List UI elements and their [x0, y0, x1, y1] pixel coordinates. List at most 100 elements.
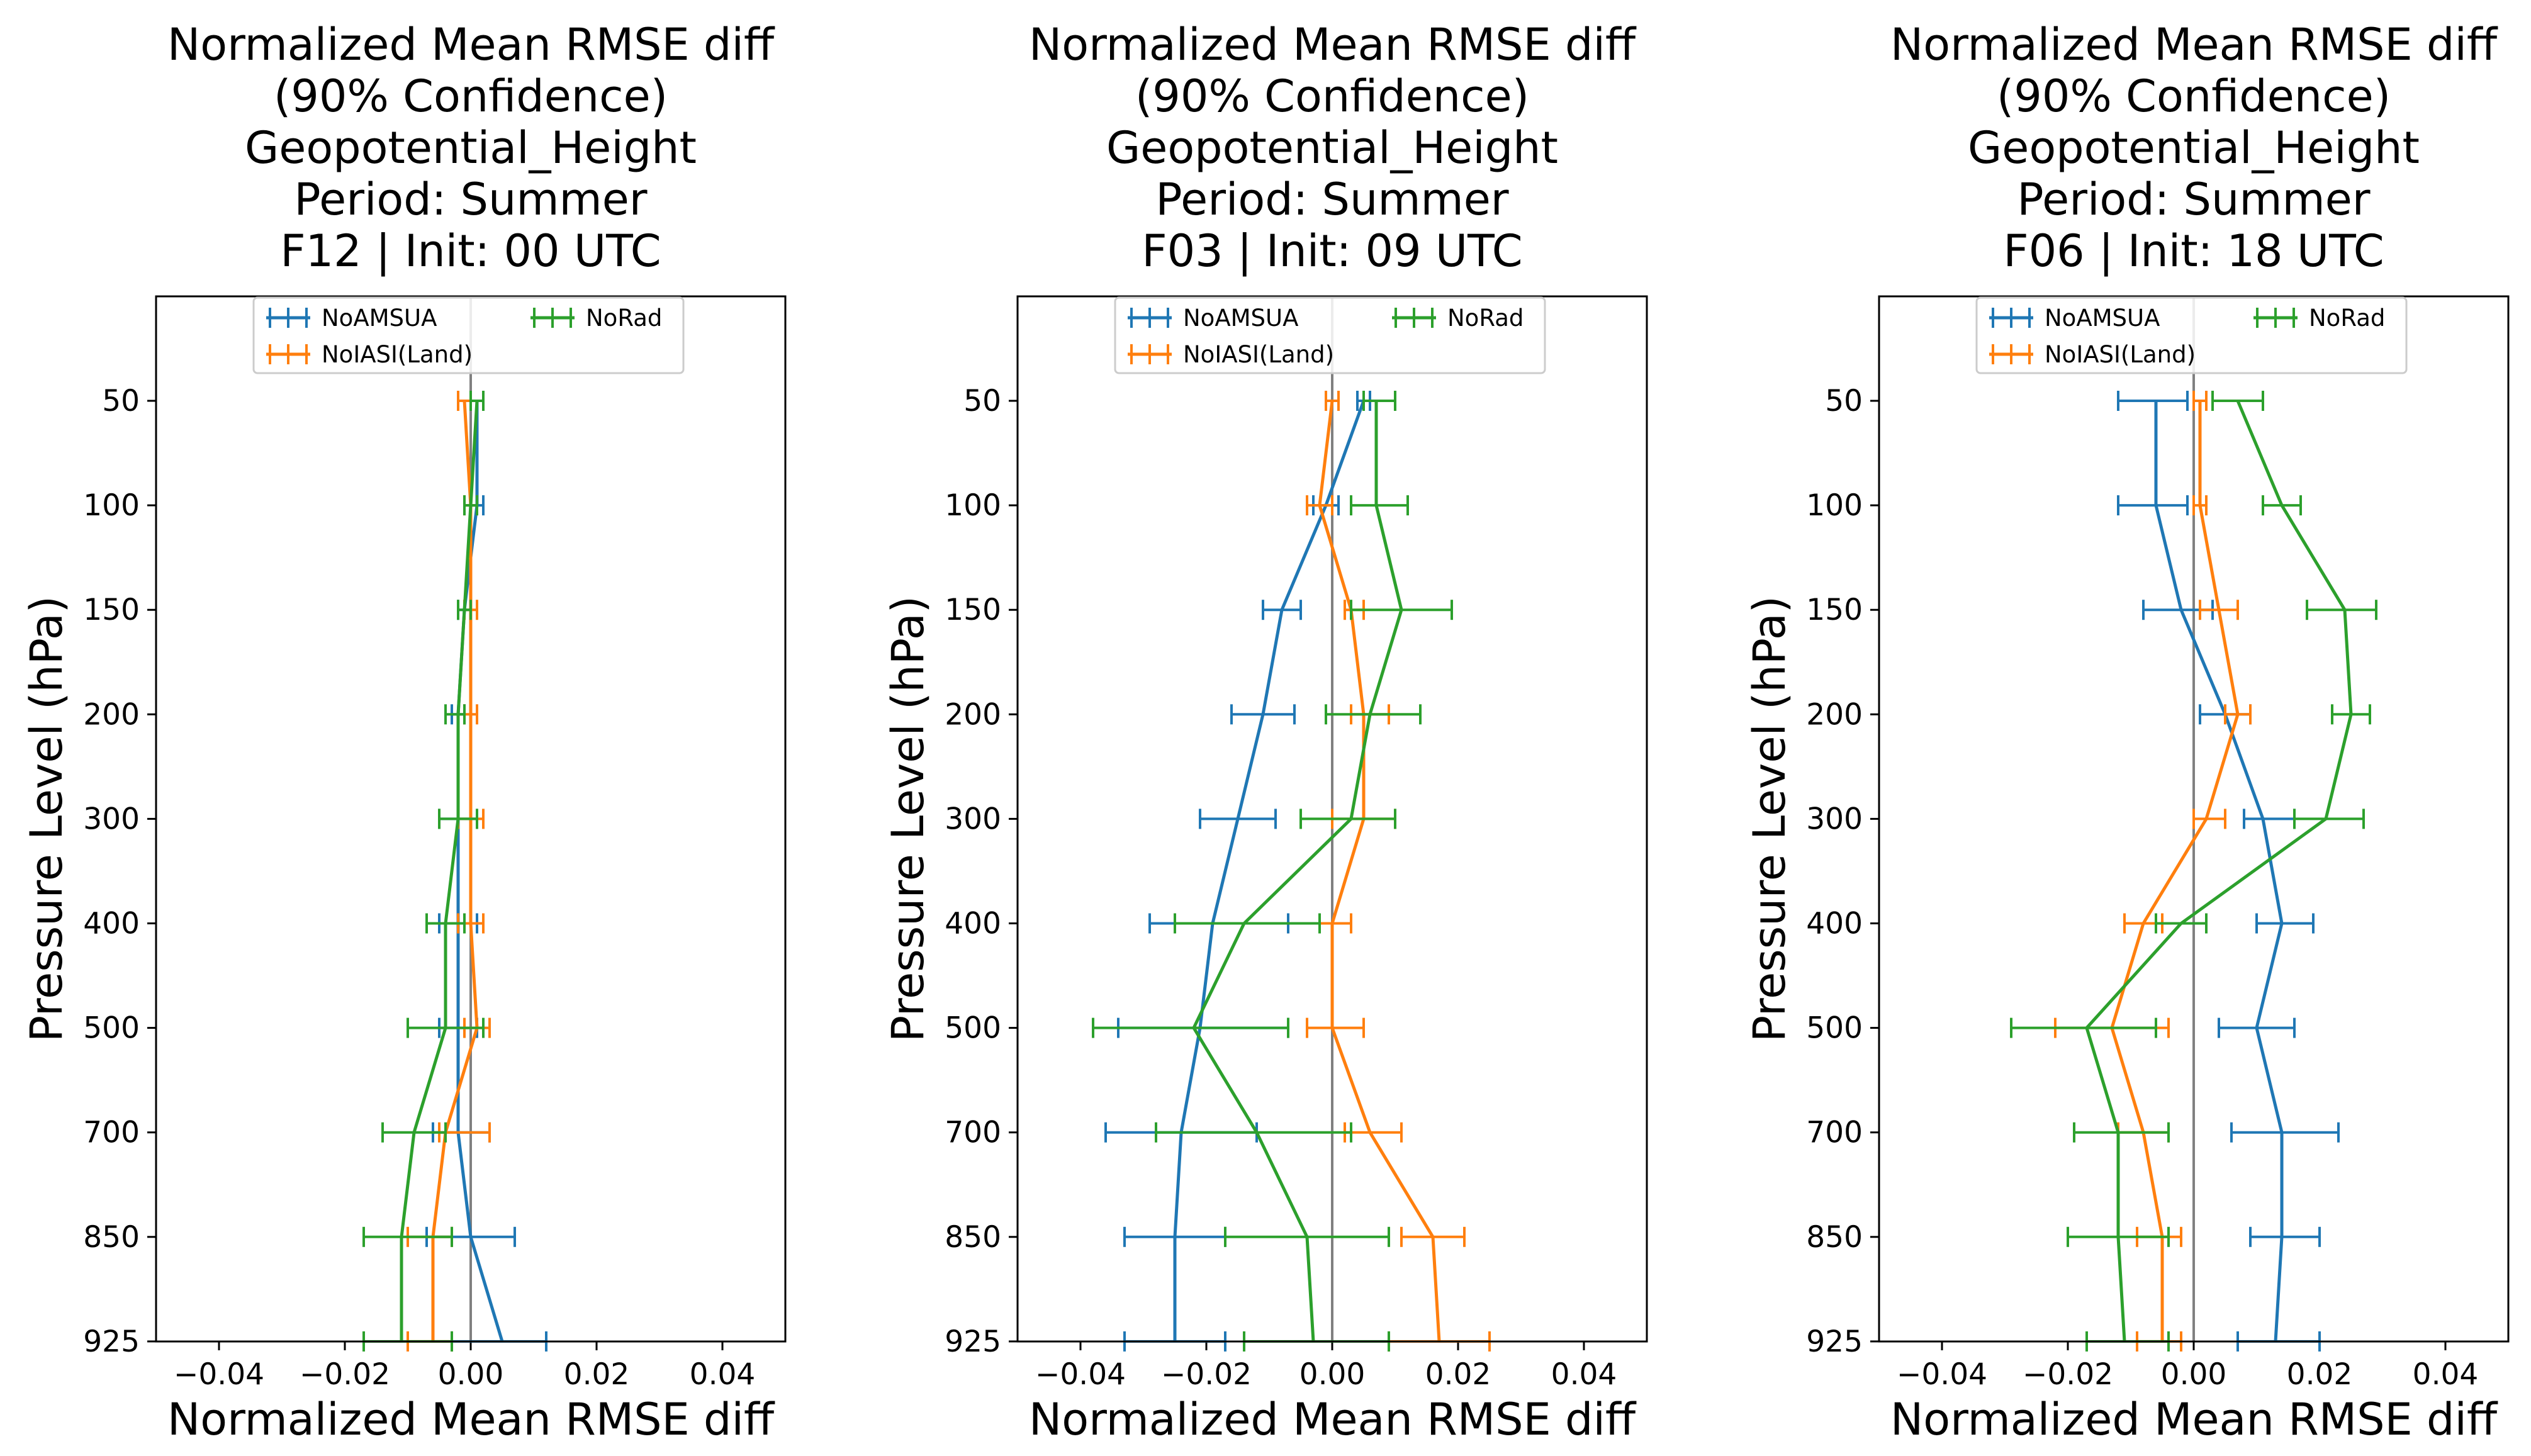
- y-tick-label: 500: [83, 1011, 140, 1046]
- error-bar: [2218, 1017, 2296, 1038]
- error-bar: [2331, 704, 2371, 725]
- error-bar: [2010, 1017, 2157, 1038]
- series-norad: [2010, 391, 2377, 1352]
- series-norad: [1092, 391, 1453, 1352]
- error-bar: [457, 600, 472, 620]
- error-bar: [2306, 600, 2377, 620]
- error-bar: [2155, 913, 2208, 934]
- y-tick-label: 700: [945, 1116, 1001, 1150]
- legend-label: NoRad: [2309, 305, 2385, 332]
- chart-title-line: Geopotential_Height: [1968, 122, 2420, 174]
- error-bar: [2224, 704, 2252, 725]
- legend: NoAMSUA NoIASI(Land) NoRad: [1975, 296, 2408, 374]
- legend: NoAMSUA NoIASI(Land) NoRad: [252, 296, 685, 374]
- x-tick-label: 0.00: [1299, 1357, 1366, 1392]
- chart-title-line: Period: Summer: [2017, 174, 2370, 225]
- y-tick-label: 400: [945, 907, 1001, 941]
- x-tick-label: 0.04: [1551, 1357, 1617, 1392]
- error-bar: [1325, 704, 1422, 725]
- y-axis-label: Pressure Level (hPa): [882, 596, 934, 1042]
- error-bar: [1174, 913, 1321, 934]
- series-line: [1173, 400, 1366, 1341]
- chart-title-line: F03 | Init: 09 UTC: [1142, 225, 1522, 277]
- error-bar: [381, 1122, 447, 1143]
- legend-entry: NoIASI(Land): [1128, 341, 1334, 368]
- y-tick-label: 700: [1806, 1116, 1863, 1150]
- error-bar: [1299, 809, 1396, 829]
- y-tick-label: 100: [1806, 488, 1863, 523]
- error-bar: [2192, 391, 2208, 411]
- error-bar: [2117, 391, 2189, 411]
- panel-1: Normalized Mean RMSE diff(90% Confidence…: [21, 19, 787, 1445]
- chart-title-line: F12 | Init: 00 UTC: [280, 225, 661, 277]
- legend-label: NoAMSUA: [2045, 305, 2160, 332]
- error-bar: [444, 704, 466, 725]
- error-bar: [407, 1017, 485, 1038]
- y-tick-label: 850: [945, 1220, 1001, 1255]
- y-tick-label: 400: [1806, 907, 1863, 941]
- error-bar: [1362, 391, 1396, 411]
- series-noamsua: [425, 391, 547, 1352]
- x-tick-label: −0.04: [174, 1357, 264, 1392]
- y-tick-label: 50: [963, 384, 1001, 418]
- y-tick-label: 200: [83, 697, 140, 732]
- plot-frame: [1878, 295, 2510, 1343]
- error-bar: [2192, 809, 2226, 829]
- x-tick-label: 0.00: [438, 1357, 504, 1392]
- legend-box: [1114, 296, 1546, 374]
- x-axis-label: Normalized Mean RMSE diff: [1029, 1394, 1637, 1445]
- y-tick-label: 500: [945, 1011, 1001, 1046]
- chart-title-line: (90% Confidence): [274, 70, 668, 122]
- x-tick-label: 0.00: [2161, 1357, 2227, 1392]
- legend-entry: NoIASI(Land): [266, 341, 473, 368]
- y-tick-label: 150: [1806, 593, 1863, 627]
- legend-box: [1975, 296, 2408, 374]
- series-norad: [362, 391, 485, 1352]
- legend-entry: NoRad: [2253, 305, 2385, 332]
- error-bar: [2199, 600, 2239, 620]
- chart-title: Normalized Mean RMSE diff(90% Confidence…: [167, 19, 775, 277]
- error-bar: [2192, 495, 2208, 516]
- error-bar: [438, 809, 478, 829]
- legend-entry: NoAMSUA: [1128, 305, 1298, 332]
- series-line: [456, 401, 504, 1342]
- error-bar: [2067, 1226, 2170, 1247]
- error-bar: [1230, 704, 1296, 725]
- error-bar: [2117, 495, 2189, 516]
- legend: NoAMSUA NoIASI(Land) NoRad: [1114, 296, 1546, 374]
- error-bar: [1325, 391, 1340, 411]
- x-tick-label: 0.04: [2413, 1357, 2479, 1392]
- y-tick-label: 300: [83, 802, 140, 836]
- error-bar: [1400, 1226, 1466, 1247]
- x-axis-label: Normalized Mean RMSE diff: [1890, 1394, 2498, 1445]
- y-tick-label: 200: [945, 697, 1001, 732]
- y-axis-label: Pressure Level (hPa): [21, 596, 72, 1042]
- y-tick-label: 850: [83, 1220, 140, 1255]
- legend-entry: NoAMSUA: [1989, 305, 2160, 332]
- y-tick-label: 100: [945, 488, 1001, 523]
- x-tick-label: −0.04: [1897, 1357, 1987, 1392]
- error-bar: [1092, 1017, 1289, 1038]
- legend-label: NoIASI(Land): [322, 341, 473, 368]
- x-tick-label: 0.02: [564, 1357, 630, 1392]
- legend-label: NoAMSUA: [1183, 305, 1298, 332]
- error-bar: [2230, 1122, 2340, 1143]
- chart-title-line: (90% Confidence): [1997, 70, 2391, 122]
- chart-title: Normalized Mean RMSE diff(90% Confidence…: [1029, 19, 1637, 277]
- legend-label: NoIASI(Land): [2045, 341, 2196, 368]
- series-line: [400, 400, 479, 1341]
- chart-title-line: Geopotential_Height: [245, 122, 697, 174]
- plot-frame: [1016, 295, 1648, 1343]
- x-tick-label: −0.04: [1035, 1357, 1126, 1392]
- series-line: [1192, 401, 1403, 1342]
- y-tick-label: 925: [1806, 1324, 1863, 1359]
- y-tick-label: 400: [83, 907, 140, 941]
- error-bar: [2255, 913, 2315, 934]
- error-bar: [425, 913, 466, 934]
- series-noiasi-land: [1306, 391, 1491, 1352]
- error-bar: [1199, 809, 1277, 829]
- error-bar: [2243, 809, 2296, 829]
- panel-2: Normalized Mean RMSE diff(90% Confidence…: [882, 19, 1648, 1445]
- legend-label: NoRad: [586, 305, 662, 332]
